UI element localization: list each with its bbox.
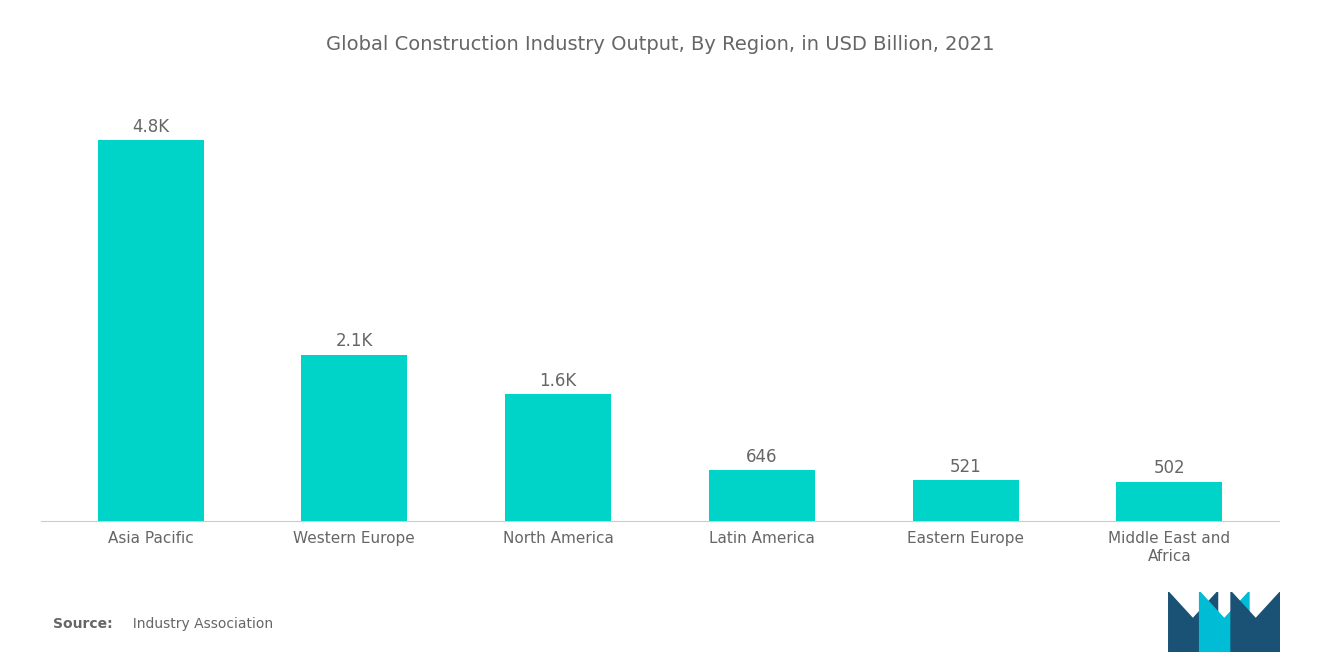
Text: 4.8K: 4.8K	[132, 118, 169, 136]
Text: 2.1K: 2.1K	[335, 332, 374, 350]
Polygon shape	[1232, 592, 1280, 652]
Bar	[1117, 481, 1222, 521]
Bar	[98, 140, 203, 521]
Text: 521: 521	[950, 458, 982, 475]
Polygon shape	[1200, 592, 1249, 652]
Bar	[912, 480, 1019, 521]
Title: Global Construction Industry Output, By Region, in USD Billion, 2021: Global Construction Industry Output, By …	[326, 35, 994, 54]
Text: 646: 646	[746, 448, 777, 465]
Polygon shape	[1168, 592, 1217, 652]
Bar	[301, 354, 408, 521]
Bar	[506, 394, 611, 521]
Text: Industry Association: Industry Association	[124, 617, 273, 632]
Bar	[709, 470, 814, 521]
Text: Source:: Source:	[53, 617, 112, 632]
Text: 1.6K: 1.6K	[540, 372, 577, 390]
Text: 502: 502	[1154, 460, 1185, 477]
